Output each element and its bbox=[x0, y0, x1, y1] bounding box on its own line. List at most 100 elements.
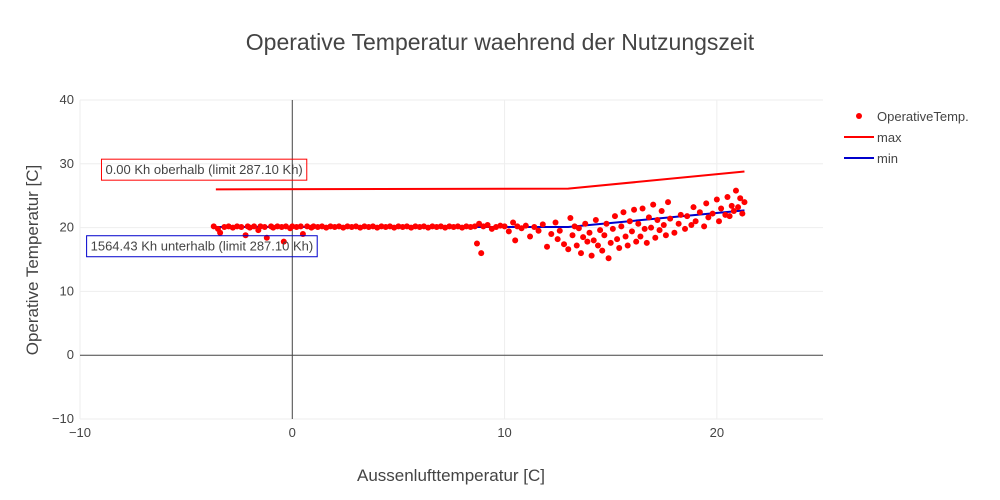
scatter-point bbox=[569, 232, 576, 239]
x-tick-label: 0 bbox=[289, 425, 296, 440]
annotation-box bbox=[86, 235, 318, 258]
scatter-point bbox=[575, 225, 582, 232]
x-tick-label: −10 bbox=[69, 425, 91, 440]
scatter-point bbox=[594, 242, 601, 249]
scatter-point bbox=[665, 199, 672, 206]
scatter-point bbox=[512, 237, 519, 244]
scatter-point bbox=[597, 227, 604, 234]
scatter-point bbox=[582, 220, 589, 227]
scatter-point bbox=[690, 204, 697, 211]
legend-label-operativetemp: OperativeTemp. bbox=[877, 109, 969, 124]
scatter-point bbox=[637, 233, 644, 240]
scatter-point bbox=[611, 213, 618, 220]
scatter-point bbox=[626, 218, 633, 225]
scatter-point bbox=[696, 209, 703, 216]
scatter-point bbox=[505, 228, 512, 235]
x-tick-label: 20 bbox=[710, 425, 724, 440]
scatter-point bbox=[544, 243, 551, 250]
scatter-point bbox=[739, 210, 746, 217]
scatter-point bbox=[703, 200, 710, 207]
scatter-point bbox=[713, 196, 720, 203]
scatter-point bbox=[473, 240, 480, 247]
scatter-point bbox=[658, 208, 665, 215]
annotation-box bbox=[100, 158, 308, 181]
scatter-point bbox=[603, 220, 610, 227]
grid-layer bbox=[79, 99, 823, 420]
scatter-point bbox=[656, 227, 663, 234]
scatter-point bbox=[741, 199, 748, 206]
legend-item-operativetemp[interactable]: OperativeTemp. bbox=[856, 109, 969, 124]
scatter-point bbox=[730, 208, 737, 215]
scatter-point bbox=[280, 238, 287, 245]
scatter-point bbox=[217, 229, 224, 236]
y-tick-label: 30 bbox=[60, 156, 74, 171]
scatter-point bbox=[539, 221, 546, 228]
scatter-point bbox=[238, 223, 245, 230]
scatter-point bbox=[580, 234, 587, 241]
scatter-point bbox=[641, 225, 648, 232]
scatter-point bbox=[484, 222, 491, 229]
scatter-point bbox=[650, 201, 657, 208]
scatter-point bbox=[724, 193, 731, 200]
scatter-point bbox=[635, 220, 642, 227]
y-tick-label: 20 bbox=[60, 220, 74, 235]
scatter-point bbox=[263, 234, 270, 241]
annotation-text: 0.00 Kh oberhalb (limit 287.10 Kh) bbox=[105, 162, 302, 177]
chart-title: Operative Temperatur waehrend der Nutzun… bbox=[246, 29, 755, 55]
annotation-text: 1564.43 Kh unterhalb (limit 287.10 Kh) bbox=[91, 239, 314, 254]
scatter-point bbox=[616, 245, 623, 252]
scatter-point bbox=[586, 229, 593, 236]
scatter-point bbox=[565, 246, 572, 253]
scatter-point bbox=[577, 250, 584, 257]
scatter-point bbox=[662, 232, 669, 239]
scatter-point bbox=[671, 229, 678, 236]
scatter-point bbox=[705, 214, 712, 221]
scatter-point bbox=[510, 219, 517, 226]
scatter-point bbox=[718, 205, 725, 212]
scatter-point bbox=[599, 247, 606, 254]
scatter-point bbox=[735, 204, 742, 211]
scatter-point bbox=[677, 211, 684, 218]
scatter-point bbox=[675, 220, 682, 227]
scatter-point bbox=[573, 242, 580, 249]
scatter-point bbox=[648, 224, 655, 231]
y-tick-label: 40 bbox=[60, 92, 74, 107]
scatter-point bbox=[667, 215, 674, 222]
y-axis-title: Operative Temperatur [C] bbox=[23, 165, 42, 356]
max-line bbox=[215, 170, 745, 191]
scatter-point bbox=[531, 223, 538, 230]
scatter-point bbox=[592, 216, 599, 223]
scatter-point bbox=[715, 218, 722, 225]
scatter-point bbox=[501, 223, 508, 230]
annotation-layer: 0.00 Kh oberhalb (limit 287.10 Kh) 1564.4… bbox=[86, 158, 318, 258]
scatter-point bbox=[709, 210, 716, 217]
legend-item-min[interactable]: min bbox=[844, 151, 898, 166]
scatter-point bbox=[548, 230, 555, 237]
data-layer bbox=[210, 170, 748, 262]
legend-marker-operativetemp bbox=[856, 113, 862, 119]
scatter-point bbox=[297, 223, 304, 230]
scatter-point bbox=[652, 234, 659, 241]
scatter-point bbox=[726, 213, 733, 220]
scatter-point bbox=[737, 195, 744, 202]
scatter-point bbox=[631, 206, 638, 213]
scatter-point bbox=[556, 227, 563, 234]
scatter-point bbox=[622, 233, 629, 240]
y-tick-label: 0 bbox=[67, 347, 74, 362]
scatter-point bbox=[701, 223, 708, 230]
scatter-point bbox=[614, 236, 621, 243]
scatter-point bbox=[654, 216, 661, 223]
legend-item-max[interactable]: max bbox=[844, 130, 902, 145]
x-tick-label: 10 bbox=[497, 425, 511, 440]
scatter-point bbox=[728, 202, 735, 209]
scatter-point bbox=[639, 205, 646, 212]
x-axis-title: Aussenlufttemperatur [C] bbox=[357, 466, 545, 485]
scatter-point bbox=[522, 222, 529, 229]
scatter-point bbox=[584, 238, 591, 245]
axis-layer: −10 0 10 20 −10 0 10 20 30 40 bbox=[52, 92, 823, 440]
scatter-point bbox=[251, 223, 258, 230]
scatter-point bbox=[527, 233, 534, 240]
scatter-point bbox=[535, 227, 542, 234]
